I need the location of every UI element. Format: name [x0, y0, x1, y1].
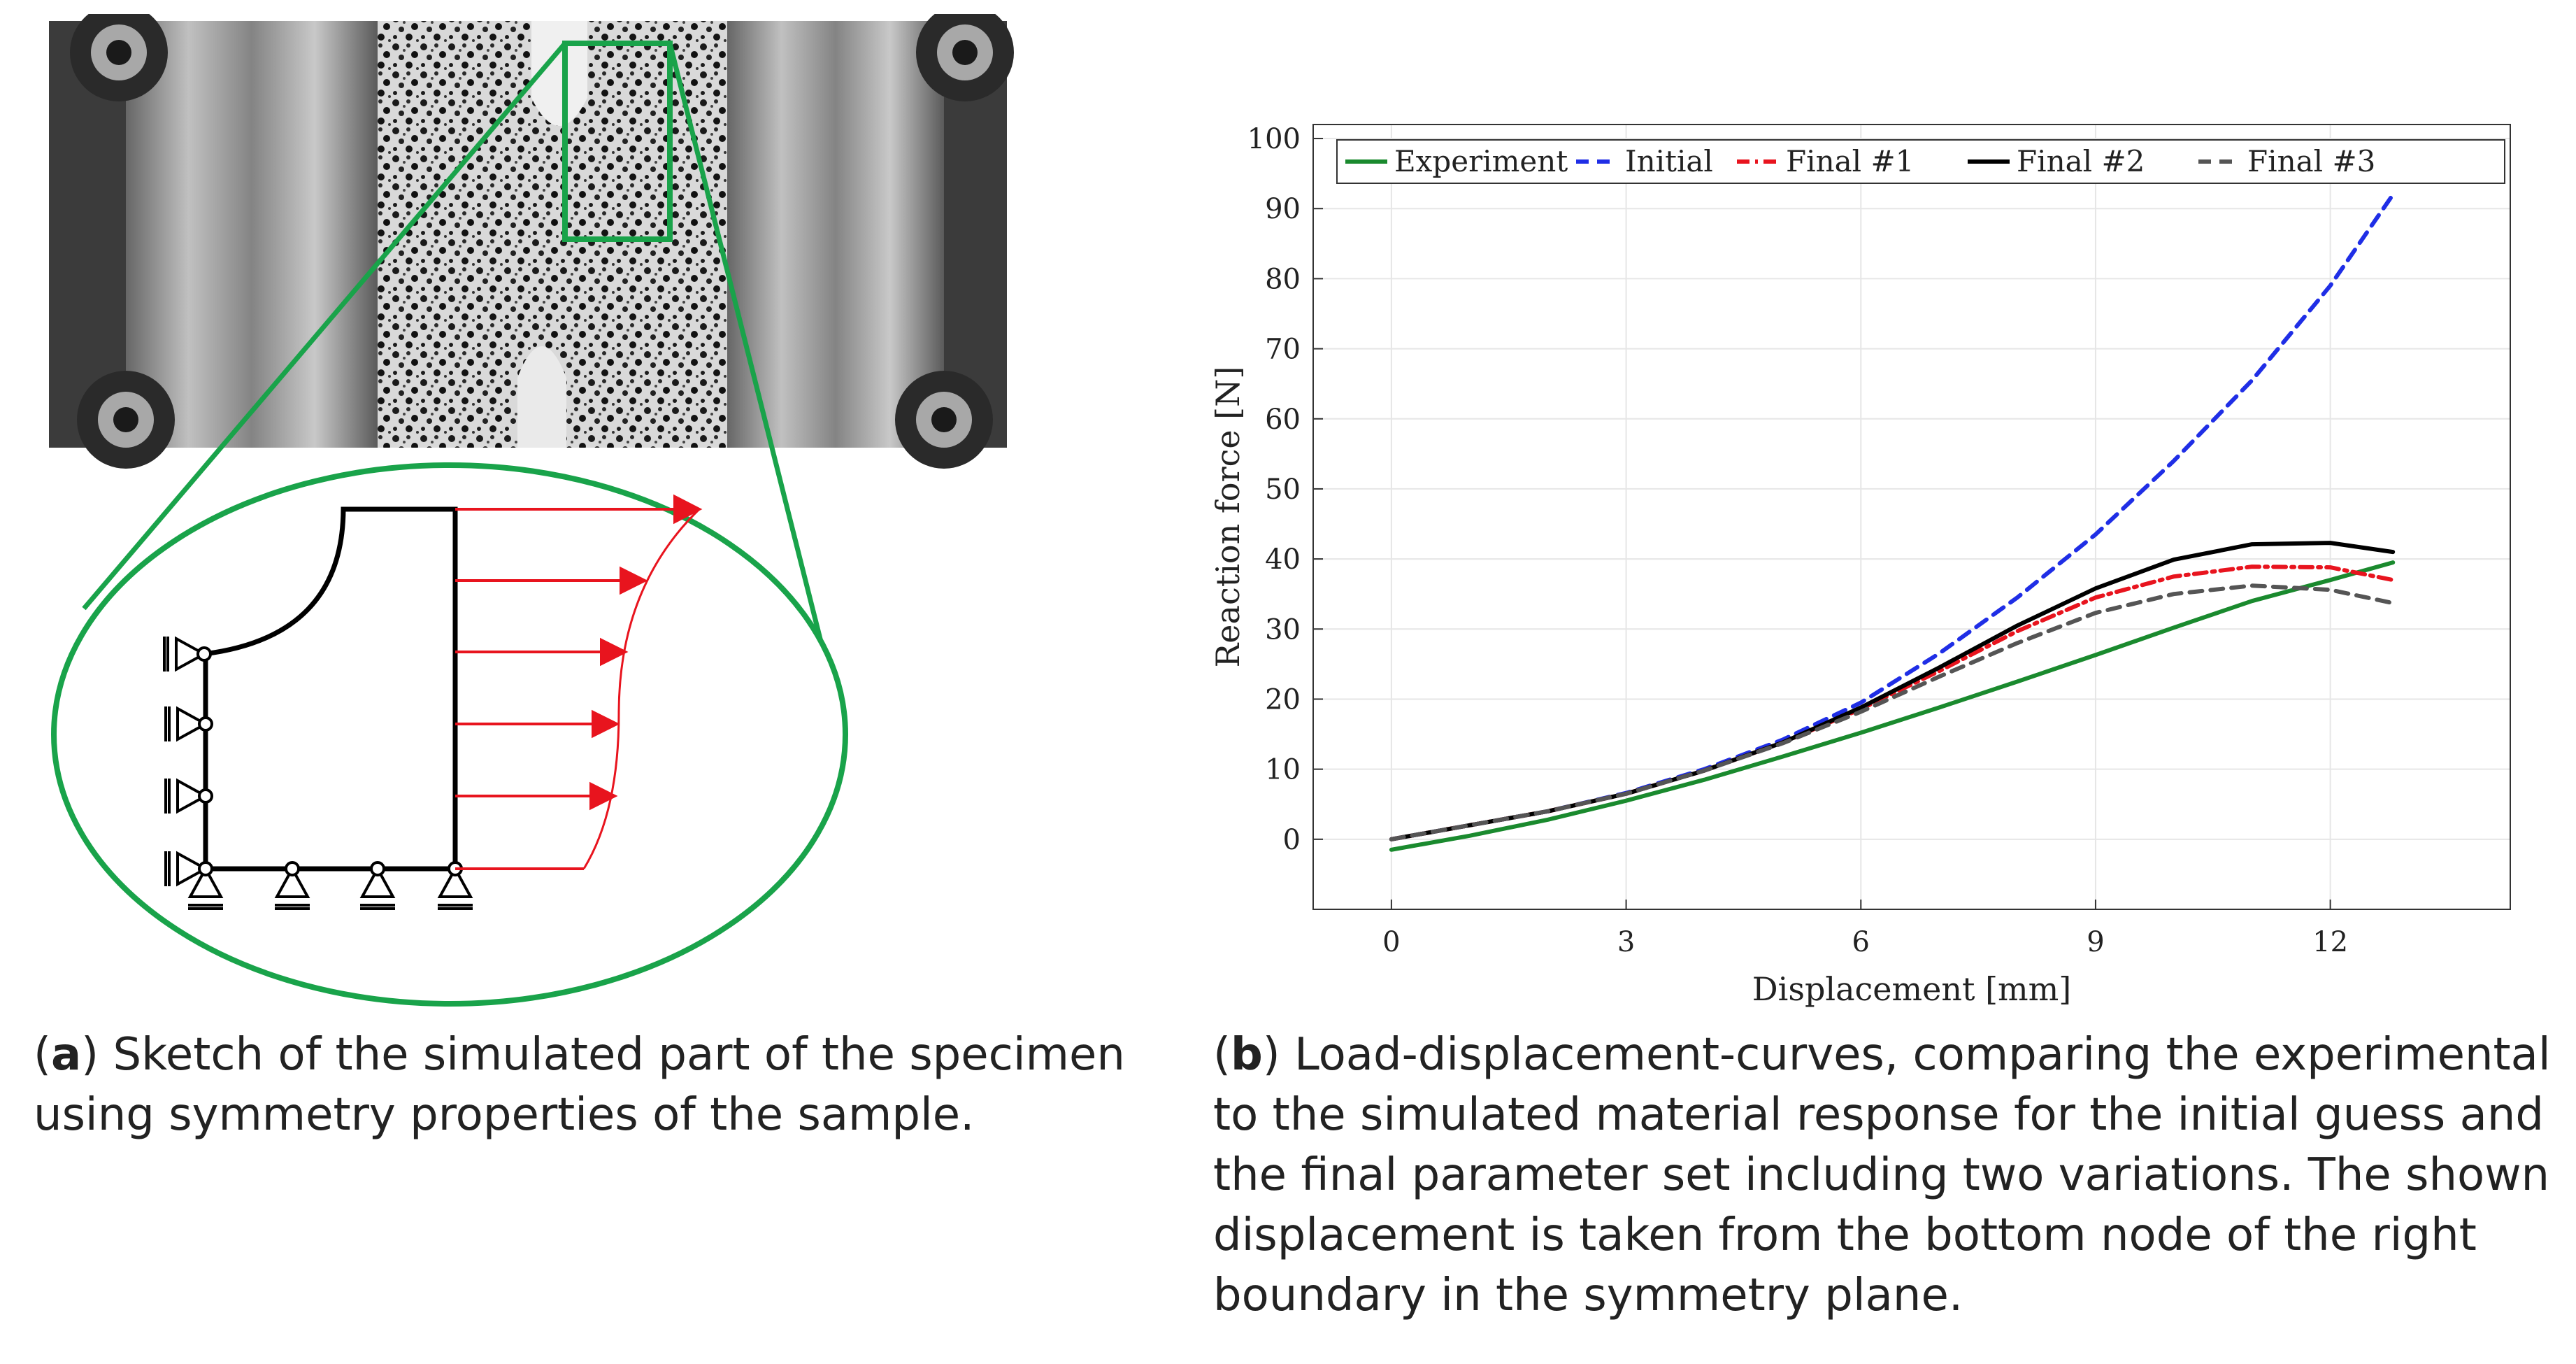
y-tick-label: 100 — [1247, 123, 1301, 155]
series-line-final-1 — [1389, 564, 2396, 841]
chart-grid — [1313, 125, 2510, 909]
legend-box — [1336, 139, 2505, 184]
x-tick-label: 12 — [2312, 926, 2348, 958]
zoom-region-box — [562, 41, 673, 242]
y-tick-label: 50 — [1265, 474, 1301, 506]
simulated-geometry — [203, 506, 458, 872]
bottom-roller-supports — [187, 861, 473, 910]
chart-ticks: 0 3 6 9 12 0 10 20 30 40 50 60 70 80 90 100 — [1247, 123, 2348, 958]
zoom-line-left — [82, 41, 567, 611]
caption-b-label: b — [1230, 1029, 1263, 1081]
legend-label: Final #1 — [1786, 144, 1914, 178]
y-tick-label: 70 — [1265, 334, 1301, 366]
y-tick-label: 80 — [1265, 263, 1301, 295]
series-line-experiment — [1389, 560, 2396, 852]
legend-label: Final #2 — [2017, 144, 2145, 178]
legend-label: Experiment — [1394, 144, 1568, 178]
series-line-final-3 — [1389, 583, 2396, 841]
legend-label: Initial — [1625, 144, 1713, 178]
y-tick-label: 10 — [1265, 754, 1301, 786]
x-tick-label: 6 — [1852, 926, 1870, 958]
panel-b-chart: 0 3 6 9 12 0 10 20 30 40 50 60 70 80 90 100 Experiment I… — [1203, 105, 2566, 1035]
panel-a-figure — [28, 3, 1175, 1021]
y-tick-label: 30 — [1265, 613, 1301, 646]
caption-b: (b) Load-displacement-curves, comparing … — [1213, 1029, 2551, 1321]
zoom-line-right — [667, 43, 845, 728]
caption-a-label: a — [50, 1029, 82, 1081]
y-tick-label: 90 — [1265, 193, 1301, 225]
caption-a-text: Sketch of the simulated part of the spec… — [34, 1029, 1125, 1141]
legend-label: Final #3 — [2247, 144, 2375, 178]
chart-legend: Experiment Initial Final #1 Final #2 Final #… — [1336, 139, 2505, 184]
specimen-sketch — [49, 3, 1014, 1007]
x-tick-label: 9 — [2087, 926, 2104, 958]
left-roller-supports — [163, 636, 213, 887]
caption-b-text: Load-displacement-curves, comparing the … — [1213, 1029, 2551, 1321]
x-axis-label: Displacement [mm] — [1752, 970, 2071, 1008]
y-tick-label: 0 — [1283, 824, 1301, 856]
series-line-initial — [1389, 192, 2396, 841]
x-tick-label: 0 — [1382, 926, 1400, 958]
y-tick-label: 40 — [1265, 544, 1301, 576]
load-displacement-chart: 0 3 6 9 12 0 10 20 30 40 50 60 70 80 90 100 Experiment I… — [1209, 123, 2511, 1008]
y-tick-label: 60 — [1265, 404, 1301, 436]
x-tick-label: 3 — [1617, 926, 1635, 958]
chart-series — [1389, 192, 2396, 852]
y-tick-label: 20 — [1265, 683, 1301, 716]
zoom-ellipse — [51, 462, 848, 1007]
displacement-load-arrows — [455, 494, 703, 870]
y-axis-label: Reaction force [N] — [1209, 367, 1247, 668]
plot-frame — [1312, 124, 2511, 910]
caption-a: (a) Sketch of the simulated part of the … — [34, 1029, 1125, 1141]
